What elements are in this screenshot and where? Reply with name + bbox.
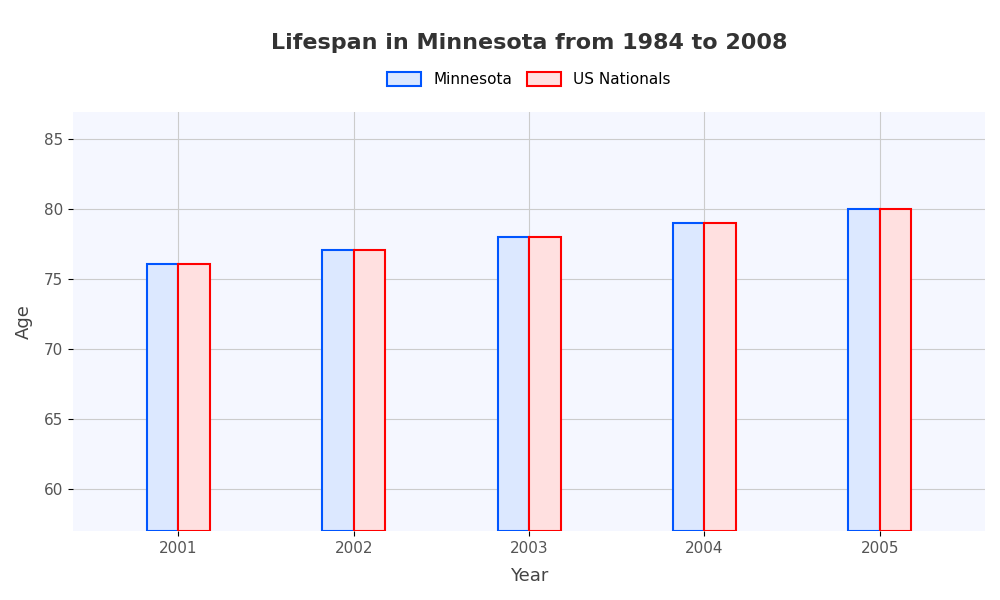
Bar (354, 250, 385, 531)
Bar (178, 264, 210, 531)
Legend: Minnesota, US Nationals: Minnesota, US Nationals (380, 65, 678, 95)
Bar (673, 223, 704, 531)
Bar (498, 238, 529, 531)
Bar (529, 238, 561, 531)
Bar (147, 264, 178, 531)
X-axis label: Year: Year (510, 567, 548, 585)
Title: Lifespan in Minnesota from 1984 to 2008: Lifespan in Minnesota from 1984 to 2008 (271, 33, 787, 53)
Bar (322, 250, 354, 531)
Y-axis label: Age: Age (15, 304, 33, 339)
Bar (704, 223, 736, 531)
Bar (880, 209, 911, 531)
Bar (848, 209, 880, 531)
